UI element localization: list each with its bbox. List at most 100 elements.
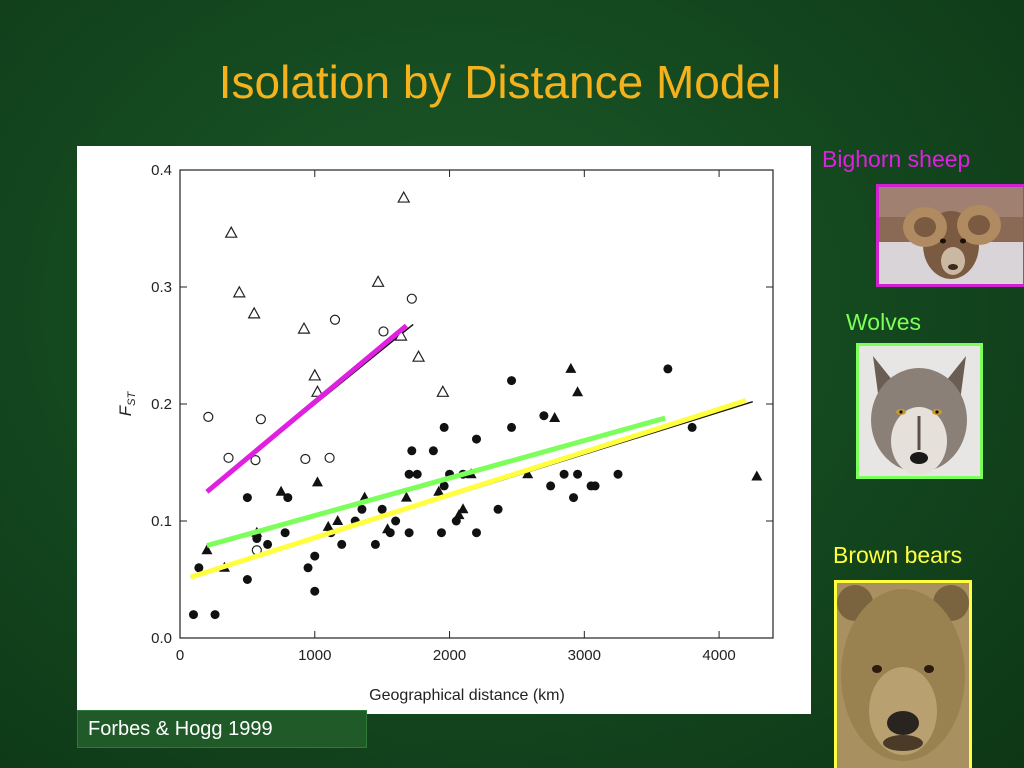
slide-title: Isolation by Distance Model	[218, 56, 782, 108]
y-tick-label: 0.3	[151, 279, 172, 296]
point-open-circle	[203, 411, 214, 422]
svg-text:FST: FST	[116, 390, 138, 416]
point-filled-circle	[280, 528, 290, 538]
scatter-chart: 0 1000 2000 3000 4000 0.0 0.1 0.2 0.3 0.4 Geograp…	[116, 162, 774, 704]
citation-text: Forbes & Hogg 1999	[88, 718, 273, 740]
point-filled-circle	[613, 469, 623, 479]
point-filled-circle	[407, 446, 417, 456]
point-filled-triangle	[522, 468, 534, 479]
point-open-circle	[223, 452, 234, 463]
species-label-bighorn-sheep: Bighorn sheep	[822, 146, 971, 172]
y-tick-label: 0.2	[151, 396, 172, 413]
point-filled-circle	[507, 376, 517, 386]
plot-frame	[179, 169, 774, 639]
point-filled-triangle	[549, 412, 561, 423]
y-axis-label: FST	[116, 390, 138, 416]
point-filled-circle	[263, 539, 273, 549]
point-open-triangle	[297, 321, 311, 334]
point-filled-circle	[194, 563, 204, 573]
point-filled-triangle	[565, 362, 577, 373]
point-filled-triangle	[311, 476, 323, 487]
point-open-triangle	[371, 275, 385, 287]
point-filled-circle	[357, 504, 367, 514]
regression-line-brown-bears	[190, 398, 747, 580]
point-filled-circle	[546, 481, 556, 491]
point-filled-circle	[436, 528, 446, 538]
point-filled-triangle	[332, 515, 344, 525]
point-open-triangle	[310, 385, 324, 397]
point-open-circle	[324, 452, 335, 463]
point-filled-circle	[439, 422, 449, 432]
point-filled-circle	[242, 575, 252, 584]
point-filled-circle	[391, 516, 401, 526]
point-filled-triangle	[457, 503, 469, 514]
point-open-triangle	[224, 225, 238, 238]
point-filled-triangle	[201, 544, 213, 555]
bighorn-sheep-photo	[876, 184, 1024, 287]
point-open-triangle	[397, 190, 411, 203]
point-open-circle	[255, 414, 266, 425]
species-label-brown-bears: Brown bears	[833, 542, 963, 568]
point-filled-circle	[188, 610, 198, 620]
point-open-triangle	[308, 368, 322, 381]
point-filled-circle	[310, 551, 320, 561]
point-filled-circle	[507, 422, 517, 432]
point-filled-circle	[569, 493, 579, 503]
x-tick-label: 1000	[298, 647, 331, 664]
point-filled-circle	[472, 528, 481, 538]
point-filled-circle	[242, 493, 252, 503]
brown-bear-photo	[834, 580, 972, 768]
x-tick-label: 4000	[702, 647, 735, 664]
regression-line-bighorn-sheep	[205, 323, 409, 494]
point-open-triangle	[232, 285, 246, 298]
point-filled-triangle	[275, 485, 287, 496]
point-filled-triangle	[751, 470, 763, 481]
y-tick-label: 0.1	[151, 513, 172, 530]
point-filled-circle	[493, 504, 503, 514]
point-filled-circle	[573, 469, 583, 479]
point-filled-circle	[412, 469, 422, 479]
x-tick-label: 0	[176, 647, 184, 664]
point-filled-circle	[377, 504, 387, 514]
point-filled-circle	[539, 411, 549, 421]
point-filled-circle	[370, 539, 380, 549]
y-tick-label: 0.4	[151, 162, 172, 179]
x-tick-label: 3000	[568, 647, 601, 664]
point-filled-circle	[337, 539, 347, 549]
point-filled-circle	[404, 528, 414, 538]
point-open-triangle	[412, 349, 426, 362]
point-filled-triangle	[453, 509, 465, 520]
point-filled-triangle	[382, 523, 394, 534]
point-filled-circle	[559, 469, 569, 479]
point-filled-circle	[687, 422, 697, 432]
x-tick-label: 2000	[433, 647, 466, 664]
regression-line-wolves	[206, 415, 666, 548]
point-filled-circle	[663, 364, 673, 374]
citation-box: Forbes & Hogg 1999	[77, 710, 367, 748]
point-filled-circle	[439, 481, 449, 491]
point-filled-triangle	[433, 485, 445, 496]
point-filled-circle	[590, 481, 600, 491]
point-filled-triangle	[572, 386, 584, 397]
point-filled-circle	[404, 469, 414, 479]
point-open-circle	[329, 314, 341, 325]
point-filled-circle	[428, 446, 438, 456]
point-open-circle	[250, 455, 261, 466]
point-filled-triangle	[322, 520, 334, 531]
point-open-triangle	[247, 306, 261, 319]
point-filled-circle	[310, 586, 320, 596]
point-open-circle	[406, 293, 417, 304]
x-axis-label: Geographical distance (km)	[369, 687, 565, 704]
point-filled-circle	[210, 610, 220, 620]
y-tick-label: 0.0	[151, 630, 172, 647]
point-filled-circle	[472, 434, 481, 444]
point-filled-triangle	[400, 491, 412, 502]
point-filled-circle	[303, 563, 313, 573]
point-open-circle	[378, 326, 389, 337]
chart-panel: 0 1000 2000 3000 4000 0.0 0.1 0.2 0.3 0.4 Geograp…	[77, 146, 811, 714]
y-axis-label-subscript: ST	[126, 390, 138, 405]
species-label-wolves: Wolves	[846, 309, 921, 335]
point-open-circle	[300, 453, 311, 465]
y-axis-label-main: F	[116, 404, 135, 416]
point-open-triangle	[436, 385, 450, 397]
